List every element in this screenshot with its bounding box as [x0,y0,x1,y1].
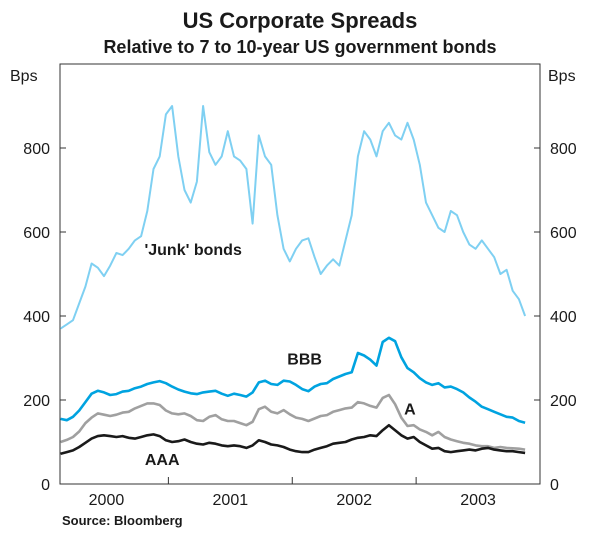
y-tick-label-left: 800 [23,141,50,158]
source-note: Source: Bloomberg [62,513,183,528]
y-axis-label-right: Bps [548,68,576,85]
x-tick-label: 2003 [460,492,496,509]
y-ticks: 0 0 200 200 400 400 600 600 800 800 [23,141,577,494]
y-tick-label-left: 400 [23,309,50,326]
y-tick-label-right: 600 [550,225,577,242]
y-tick-label-right: 200 [550,393,577,410]
x-axis: 2000 2001 2002 2003 [89,477,496,509]
x-tick-label: 2001 [213,492,249,509]
y-axis-label-left: Bps [10,68,38,85]
series-label-aaa: AAA [145,452,180,469]
y-tick-label-right: 400 [550,309,577,326]
y-tick-label-right: 800 [550,141,577,158]
series-line-aaa [60,423,526,456]
y-tick-label-left: 200 [23,393,50,410]
plot-frame [59,63,541,485]
series-line-bbb [60,336,526,424]
y-tick-label-left: 600 [23,225,50,242]
x-tick-label: 2000 [89,492,125,509]
chart-subtitle: Relative to 7 to 10-year US government b… [103,37,496,57]
chart-title: US Corporate Spreads [183,8,418,33]
y-tick-label-right: 0 [550,477,559,494]
series-label-junk: 'Junk' bonds [144,242,241,259]
series-label-bbb: BBB [287,351,322,368]
x-tick-label: 2002 [336,492,372,509]
y-tick-label-left: 0 [41,477,50,494]
series-lines [60,105,527,456]
series-line-a [60,393,526,451]
series-line-junk [60,105,527,330]
series-label-a: A [404,402,416,419]
